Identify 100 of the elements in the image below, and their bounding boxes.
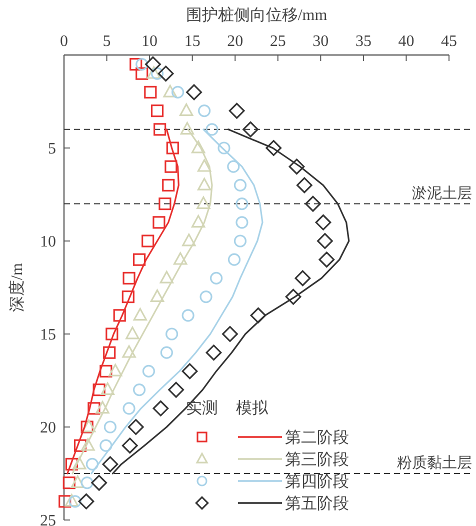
point (288, 158, 305, 175)
x-tick-label: 40 (398, 33, 414, 50)
point (250, 307, 266, 324)
point (316, 233, 333, 249)
point (80, 476, 94, 490)
point (164, 160, 178, 173)
point (126, 326, 140, 340)
point (171, 86, 184, 98)
ref-line-label: 淤泥土层 (412, 184, 472, 202)
point (104, 420, 116, 434)
x-tick-label: 20 (227, 33, 244, 50)
point (168, 382, 184, 398)
point (228, 253, 241, 266)
point (227, 160, 240, 173)
y-tick-label: 10 (40, 234, 56, 251)
point (146, 66, 161, 79)
point (160, 270, 174, 284)
point (166, 328, 178, 340)
point (179, 103, 194, 116)
point (103, 346, 116, 359)
point (130, 58, 142, 71)
point (296, 177, 312, 194)
point (158, 198, 172, 210)
point (210, 272, 223, 284)
point (128, 419, 144, 435)
point (196, 196, 210, 209)
legend-label: 第二阶段 (285, 428, 349, 447)
point (136, 58, 148, 71)
x-tick-label: 5 (102, 33, 111, 50)
point (150, 67, 164, 80)
annotation: 实测 (186, 399, 218, 417)
point (191, 140, 206, 154)
point (122, 290, 134, 304)
point (92, 384, 106, 396)
point (234, 178, 247, 192)
point (234, 234, 247, 248)
point (91, 474, 108, 491)
point (200, 290, 212, 304)
annotation: 模拟 (236, 399, 269, 417)
point (197, 159, 212, 172)
point (58, 495, 72, 508)
point (136, 67, 148, 80)
point (82, 420, 96, 432)
point (162, 178, 175, 192)
point (102, 456, 118, 472)
ref-line-label: 粉质黏土层 (397, 454, 472, 472)
point (160, 346, 173, 359)
point (72, 456, 86, 470)
point (152, 216, 166, 229)
point (122, 272, 136, 284)
point (182, 234, 196, 246)
y-tick-label: 15 (40, 326, 56, 344)
point (294, 270, 311, 286)
point (206, 123, 218, 136)
point (70, 475, 85, 488)
point (68, 495, 82, 508)
y-axis-title: 深度/m (8, 262, 26, 312)
point (150, 289, 164, 302)
x-tick-label: 30 (312, 33, 329, 50)
x-tick-label: 15 (184, 33, 200, 50)
point (100, 382, 114, 395)
y-tick-label: 25 (40, 512, 56, 526)
legend-label: 第四阶段 (285, 472, 349, 491)
point (122, 402, 136, 415)
point (191, 215, 206, 228)
y-tick-label: 5 (48, 140, 56, 158)
point (142, 234, 154, 248)
point (206, 344, 222, 361)
point (150, 104, 164, 118)
point (305, 196, 321, 212)
point (158, 66, 174, 82)
point (285, 288, 302, 305)
point (113, 309, 126, 322)
point (144, 86, 157, 98)
point (62, 476, 76, 490)
point (174, 252, 188, 265)
x-axis-title: 围护桩侧向位移/mm (186, 6, 328, 24)
point (132, 253, 146, 266)
point (145, 56, 161, 72)
x-tick-label: 0 (60, 33, 68, 50)
point (197, 178, 212, 190)
point (218, 142, 230, 154)
point (182, 363, 198, 380)
point (106, 328, 118, 340)
legend-label: 第五阶段 (285, 494, 349, 513)
point (133, 308, 147, 321)
point (100, 439, 112, 452)
x-tick-label: 35 (355, 33, 372, 50)
point (315, 214, 332, 230)
point (78, 493, 94, 510)
point (198, 104, 211, 118)
point (86, 458, 99, 470)
y-tick-label: 20 (40, 420, 56, 437)
point (64, 494, 79, 507)
point (266, 140, 282, 156)
point (81, 438, 95, 451)
point (65, 458, 78, 470)
point (166, 142, 179, 154)
point (132, 384, 146, 396)
point (122, 345, 136, 358)
